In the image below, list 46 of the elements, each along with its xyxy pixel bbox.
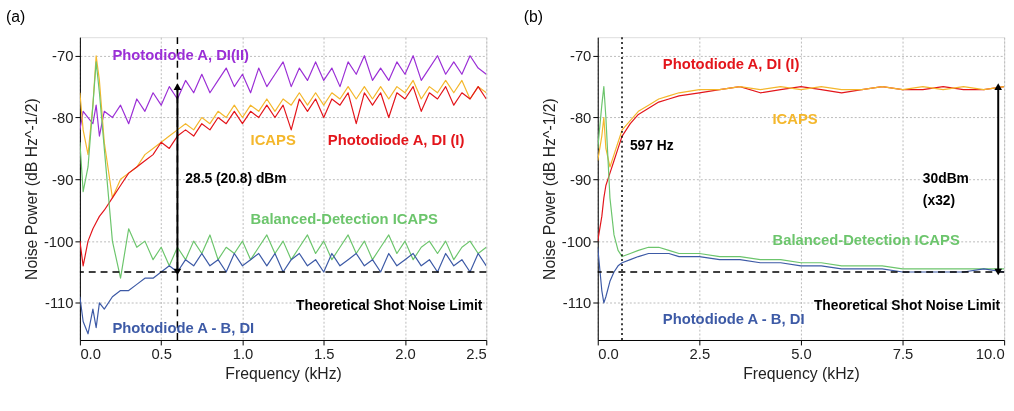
y-tick-label: -70 (52, 48, 74, 65)
x-tick-label: 2.0 (395, 346, 416, 363)
ref-line-label: 597 Hz (629, 138, 674, 154)
annotation: 30dBm (x32) (922, 171, 969, 208)
y-axis-title: Noise Power (dB Hz^-1/2) (540, 98, 558, 280)
y-tick-label: -100 (561, 233, 592, 250)
y-tick-label: -70 (569, 48, 592, 65)
annotation: 28.5 (20.8) dBm (185, 171, 287, 187)
y-tick-label: -80 (52, 109, 74, 126)
y-tick-label: -80 (569, 109, 592, 126)
series-label: ICAPS (772, 110, 818, 127)
ref-line-label: Theoretical Shot Noise Limit (296, 298, 483, 314)
line-series (79, 86, 487, 267)
x-tick-label: 2.5 (466, 346, 487, 363)
chart-title: (b) (523, 7, 544, 25)
line-series (597, 86, 1005, 168)
text: Photodiode A - B, DI (662, 310, 805, 327)
series-label: ICAPS (250, 132, 296, 149)
series-label: Photodiode A, DI(II) (112, 47, 250, 64)
line-series (79, 252, 487, 335)
y-tick-label: -110 (44, 295, 74, 312)
y-tick-label: -100 (43, 233, 74, 250)
line-series (79, 61, 487, 279)
x-tick-label: 5.0 (791, 346, 812, 363)
x-axis-title: Frequency (kHz) (743, 364, 860, 382)
chart-title: (a) (5, 7, 26, 25)
x-tick-label: 0.5 (151, 346, 172, 363)
y-tick-label: -90 (569, 171, 592, 188)
series-label: Balanced-Detection ICAPS (250, 210, 438, 227)
ref-line-label: Theoretical Shot Noise Limit (813, 298, 1001, 314)
series-label: Photodiode A, DI (I) (662, 56, 800, 73)
x-tick-label: 0.0 (598, 346, 619, 363)
x-axis-title: Frequency (kHz) (225, 364, 342, 382)
x-tick-label: 10.0 (975, 346, 1005, 363)
x-tick-label: 7.5 (892, 346, 914, 363)
y-tick-label: -110 (562, 295, 592, 312)
y-axis-title: Noise Power (dB Hz^-1/2) (22, 98, 40, 280)
x-tick-label: 0.0 (80, 346, 101, 363)
series-label: Balanced-Detection ICAPS (772, 232, 960, 248)
y-tick-label: -90 (52, 171, 74, 188)
x-tick-label: 1.0 (232, 346, 254, 363)
x-tick-label: 1.5 (313, 346, 335, 363)
line-series (597, 86, 1005, 270)
series-label: Photodiode A - B, DI (112, 319, 255, 336)
series-label: Photodiode A, DI (I) (327, 132, 465, 149)
x-tick-label: 2.5 (689, 346, 711, 363)
